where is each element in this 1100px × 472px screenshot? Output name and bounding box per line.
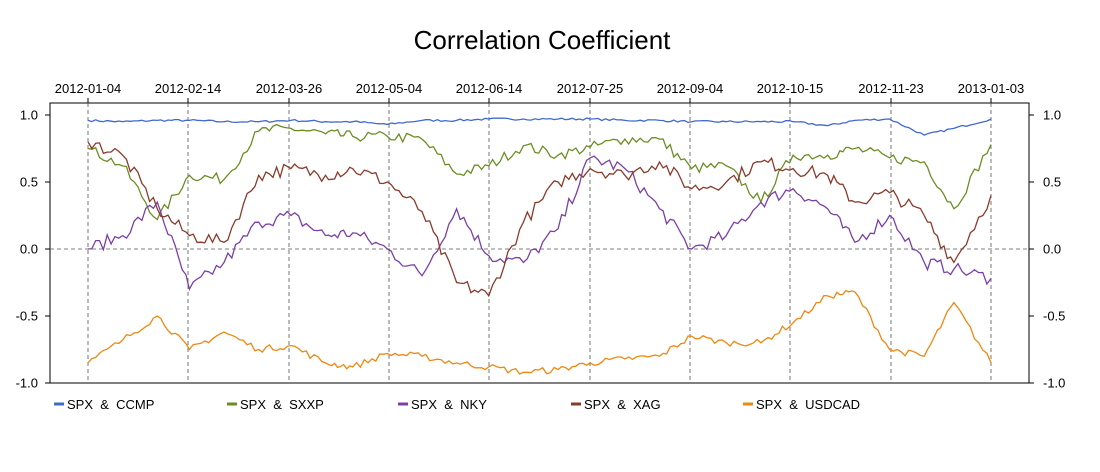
x-tick-label: 2012-03-26 xyxy=(256,81,323,96)
y-tick-label-left: 1.0 xyxy=(20,108,38,123)
y-tick-label-right: 0.0 xyxy=(1043,242,1061,257)
x-tick-label: 2012-10-15 xyxy=(757,81,824,96)
series-line-5 xyxy=(87,289,992,375)
x-tick-label: 2012-02-14 xyxy=(155,81,222,96)
y-tick-label-left: 0.5 xyxy=(20,175,38,190)
series-line-2 xyxy=(87,123,992,221)
x-tick-label: 2012-09-04 xyxy=(657,81,724,96)
x-tick-label: 2012-06-14 xyxy=(456,81,523,96)
y-tick-label-left: -0.5 xyxy=(16,309,38,324)
legend-label: SPX & CCMP xyxy=(67,397,154,412)
series-layer xyxy=(87,117,992,375)
chart-title: Correlation Coefficient xyxy=(414,25,672,55)
legend: SPX & CCMP SPX & SXXP SPX & NKY SPX & XAG SP… xyxy=(54,397,860,412)
x-tick-label: 2012-05-04 xyxy=(356,81,423,96)
series-line-1 xyxy=(87,117,992,136)
series-line-4 xyxy=(87,141,992,298)
x-tick-label: 2012-07-25 xyxy=(557,81,624,96)
x-tick-label: 2012-01-04 xyxy=(55,81,122,96)
y-tick-label-right: 1.0 xyxy=(1043,108,1061,123)
y-tick-label-left: 0.0 xyxy=(20,242,38,257)
y-tick-label-right: -0.5 xyxy=(1043,309,1065,324)
legend-label: SPX & USDCAD xyxy=(756,397,860,412)
plot-frame xyxy=(49,102,1030,384)
x-tick-label: 2013-01-03 xyxy=(958,81,1025,96)
grid-layer xyxy=(50,103,1029,383)
y-tick-label-right: 0.5 xyxy=(1043,175,1061,190)
series-line-3 xyxy=(87,155,992,292)
legend-label: SPX & SXXP xyxy=(240,397,324,412)
legend-label: SPX & XAG xyxy=(584,397,661,412)
y-tick-label-right: -1.0 xyxy=(1043,376,1065,391)
x-tick-label: 2012-11-23 xyxy=(858,81,924,96)
legend-label: SPX & NKY xyxy=(411,397,487,412)
axis-layer: 2012-01-04 2012-02-14 2012-03-26 2012-05-04… xyxy=(16,81,1066,391)
y-tick-label-left: -1.0 xyxy=(16,376,38,391)
